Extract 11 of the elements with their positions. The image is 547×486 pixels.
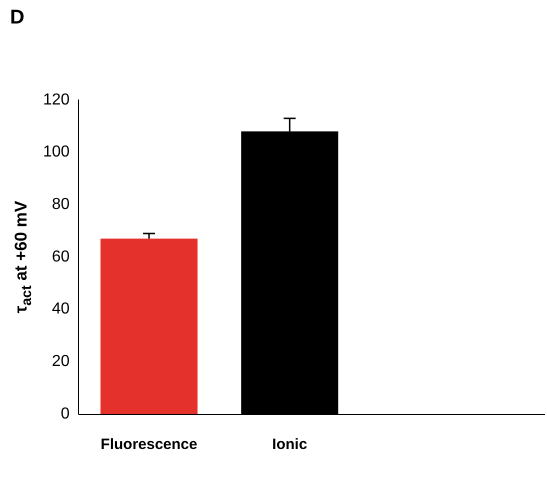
y-tick-label: 100 [42, 144, 70, 161]
y-tick-label: 20 [52, 353, 70, 370]
x-tick-label: Ionic [272, 436, 308, 454]
x-tick-label: Fluorescence [100, 436, 198, 454]
y-axis-title: τact at +60 mV [12, 200, 34, 314]
y-tick-label: 0 [60, 405, 70, 422]
y-tick-label: 40 [52, 300, 70, 318]
y-tick-label: 120 [42, 91, 70, 108]
y-tick-label: 80 [52, 196, 70, 214]
y-tick-label: 60 [52, 248, 70, 266]
chart-title: D [10, 6, 24, 29]
